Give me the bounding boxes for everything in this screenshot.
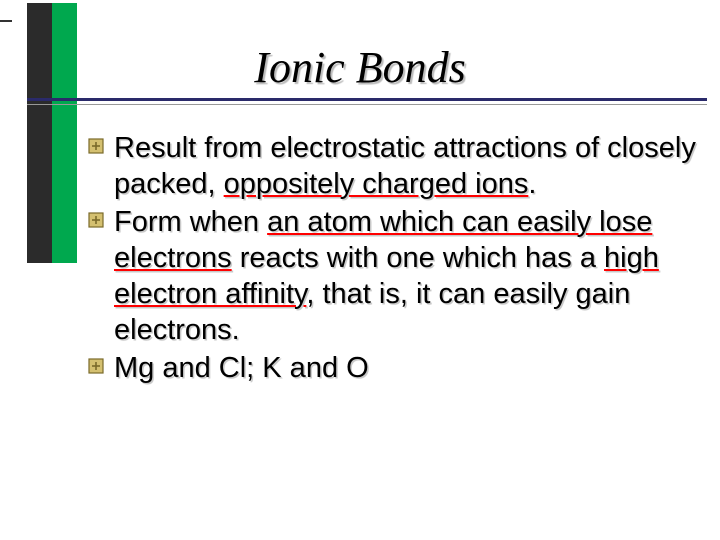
slide-title: Ionic Bonds xyxy=(254,43,465,92)
list-item: Result from electrostatic attractions of… xyxy=(92,130,702,202)
text-segment: . xyxy=(528,168,536,200)
title-underline-thin xyxy=(27,104,707,105)
corner-mark xyxy=(0,20,12,22)
bullet-text: Result from electrostatic attractions of… xyxy=(92,130,702,202)
title-underline-thick xyxy=(27,98,707,101)
title-container: Ionic Bonds xyxy=(0,42,720,93)
bullet-text: Mg and Cl; K and O xyxy=(92,350,702,386)
emphasis-text: oppositely charged ions xyxy=(224,168,529,200)
plus-box-icon xyxy=(88,210,108,230)
bullet-text: Form when an atom which can easily lose … xyxy=(92,204,702,348)
text-segment: Mg and Cl; K and O xyxy=(114,352,369,384)
list-item: Mg and Cl; K and O xyxy=(92,350,702,386)
text-segment: Form when xyxy=(114,206,267,238)
plus-box-icon xyxy=(88,136,108,156)
text-segment: reacts with one which has a xyxy=(232,242,604,274)
list-item: Form when an atom which can easily lose … xyxy=(92,204,702,348)
plus-box-icon xyxy=(88,356,108,376)
bullet-list: Result from electrostatic attractions of… xyxy=(92,130,702,388)
